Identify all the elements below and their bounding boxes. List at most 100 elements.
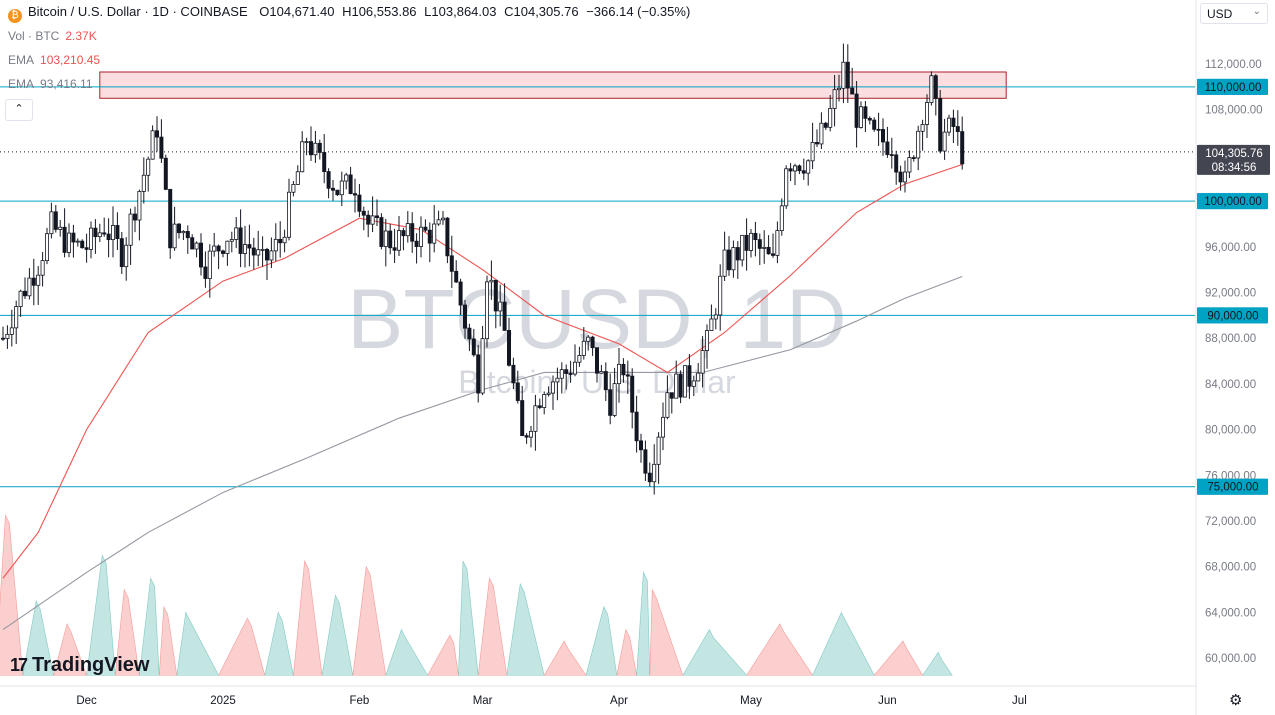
tradingview-logo[interactable]: 17 TradingView [10, 654, 149, 677]
level-label-bg [1197, 307, 1268, 324]
candle-body [89, 227, 94, 250]
price-tick-label: 112,000.00 [1205, 59, 1262, 71]
candle-body [854, 93, 859, 128]
high-label: H [342, 4, 352, 19]
candle-body [938, 98, 943, 152]
volume-peak [636, 571, 651, 676]
volume-peak [385, 628, 429, 676]
volume-peak [543, 640, 587, 676]
time-axis[interactable]: Dec 2025 Feb Mar Apr May Jun Jul [0, 685, 1196, 707]
last-price-label: 104,305.76 [1205, 148, 1263, 160]
candle-body [159, 136, 164, 159]
candle-body [801, 170, 806, 174]
volume-peak [264, 611, 294, 676]
candle-body [14, 306, 19, 329]
time-tick-label: Mar [473, 695, 493, 707]
candle-body [652, 463, 657, 483]
candle-body [863, 106, 868, 119]
volume-peak [22, 600, 54, 676]
volume-peak [477, 577, 508, 676]
candle-body [286, 191, 291, 238]
candle-body [841, 61, 846, 89]
candle-body [410, 223, 415, 242]
volume-peak [682, 628, 748, 676]
resistance-zone [99, 71, 1007, 99]
candle-body [344, 174, 349, 182]
time-tick-label: Jun [878, 695, 897, 707]
candle-body [859, 106, 864, 128]
candle-body [124, 244, 129, 268]
ema50-legend[interactable]: EMA 103,210.45 [8, 53, 100, 67]
candle-body [40, 260, 45, 276]
candle-body [31, 277, 36, 286]
candle-body [700, 350, 705, 374]
ema50-value: 103,210.45 [40, 53, 101, 67]
candle-body [418, 226, 423, 247]
volume-peak [873, 640, 924, 676]
time-tick-label: Feb [349, 695, 369, 707]
volume-peak [139, 577, 160, 676]
candle-body [524, 435, 529, 438]
candle-body [533, 405, 538, 432]
ema200-legend[interactable]: EMA 93,416.11 [8, 77, 93, 91]
candle-body [190, 237, 195, 250]
candle-body [744, 234, 749, 251]
volume-peak [427, 634, 459, 676]
candle-body [9, 327, 14, 335]
ema50-label: EMA [8, 53, 35, 67]
candle-body [379, 217, 384, 247]
candle-body [709, 318, 714, 331]
candle-body [168, 188, 173, 249]
candle-body [154, 130, 159, 138]
volume-legend[interactable]: Vol · BTC 2.37K [8, 29, 97, 43]
symbol-title[interactable]: Bitcoin / U.S. Dollar · 1D · COINBASE [28, 4, 248, 19]
candle-body [80, 240, 85, 249]
low-value: 103,864.03 [431, 4, 497, 19]
candle-body [920, 124, 925, 132]
candle-body [278, 238, 283, 244]
candle-body [264, 248, 269, 261]
time-tick-label: May [740, 695, 762, 707]
time-tick-label: Jul [1012, 695, 1027, 707]
candle-body [339, 180, 344, 196]
candle-body [172, 223, 177, 249]
price-tick-label: 68,000.00 [1205, 562, 1256, 574]
candle-body [876, 128, 881, 131]
price-tick-label: 84,000.00 [1205, 379, 1256, 391]
candle-body [784, 168, 789, 207]
candle-body [661, 416, 666, 438]
volume-value: 2.37K [65, 29, 97, 43]
candle-body [53, 211, 58, 230]
candle-body [97, 232, 102, 238]
candle-body [93, 227, 98, 238]
currency-select[interactable]: USD ⌄ [1200, 3, 1268, 24]
candle-body [58, 226, 63, 230]
candle-body [0, 337, 6, 340]
candle-body [832, 89, 837, 109]
candle-body [146, 158, 151, 176]
candle-body [590, 336, 595, 349]
candle-body [502, 301, 507, 331]
volume-peak [922, 651, 953, 676]
level-label: 90,000.00 [1207, 310, 1258, 322]
candle-body [731, 247, 736, 271]
candle-body [555, 377, 560, 383]
candle-body [207, 250, 212, 279]
candle-body [234, 227, 239, 240]
collapse-legend-button[interactable]: ⌃ [5, 99, 33, 121]
candle-body [947, 117, 952, 133]
candle-body [436, 219, 441, 225]
time-tick-label: Dec [76, 695, 97, 707]
candle-body [471, 338, 476, 356]
candle-body [815, 142, 820, 145]
candle-body [564, 369, 569, 374]
candle-body [788, 168, 793, 172]
candle-body [520, 400, 525, 437]
candle-body [370, 215, 375, 225]
price-axis[interactable]: 60,000.0064,000.0068,000.0072,000.0076,0… [1195, 0, 1270, 715]
level-label-bg [1197, 478, 1268, 495]
candle-body [718, 275, 723, 316]
settings-icon[interactable]: ⚙ [1229, 692, 1243, 709]
candle-body [894, 154, 899, 173]
